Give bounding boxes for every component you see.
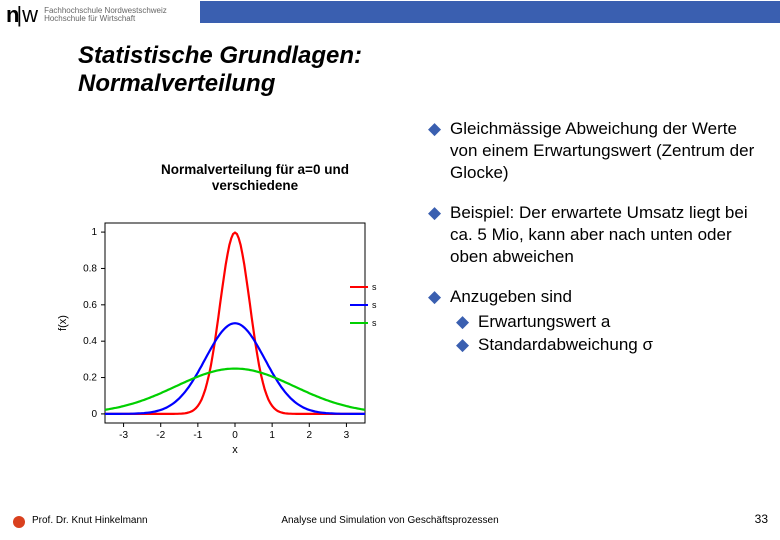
svg-text:2: 2 xyxy=(307,430,313,441)
sub-bullet-2-text: Standardabweichung σ xyxy=(478,333,653,356)
legend-item: s xyxy=(350,296,377,314)
svg-text:-3: -3 xyxy=(119,430,128,441)
bullet-2: ◆ Beispiel: Der erwartete Umsatz liegt b… xyxy=(428,202,760,268)
legend-item: s xyxy=(350,278,377,296)
logo-subtitle: Fachhochschule Nordwestschweiz Hochschul… xyxy=(44,7,167,24)
svg-text:1: 1 xyxy=(91,227,97,238)
svg-text:f(x): f(x) xyxy=(57,315,69,331)
bullet-2-text: Beispiel: Der erwartete Umsatz liegt bei… xyxy=(450,202,760,268)
bullet-3-body: Anzugeben sind ◆ Erwartungswert a ◆ Stan… xyxy=(450,286,653,356)
chart-legend: sss xyxy=(350,278,377,332)
svg-text:0.4: 0.4 xyxy=(83,336,97,347)
svg-text:0.8: 0.8 xyxy=(83,263,97,274)
sub-bullet-2: ◆ Standardabweichung σ xyxy=(456,333,653,356)
chart-plot: -3 -2 -1 0 1 2 3 0 0.2 0.4 0.6 0.8 1 x f(x) xyxy=(50,217,385,460)
header-bar xyxy=(200,1,780,23)
bullet-list: ◆ Gleichmässige Abweichung der Werte von… xyxy=(428,118,760,356)
bullet-1: ◆ Gleichmässige Abweichung der Werte von… xyxy=(428,118,760,184)
title-line1: Statistische Grundlagen: xyxy=(78,42,362,70)
sub-bullet-1: ◆ Erwartungswert a xyxy=(456,310,653,333)
svg-text:0: 0 xyxy=(232,430,238,441)
footer-page: 33 xyxy=(755,512,768,526)
logo-line2: Hochschule für Wirtschaft xyxy=(44,15,167,24)
logo: n |w Fachhochschule Nordwestschweiz Hoch… xyxy=(6,2,167,28)
svg-text:1: 1 xyxy=(269,430,275,441)
svg-text:0.2: 0.2 xyxy=(83,373,97,384)
footer: Prof. Dr. Knut Hinkelmann Analyse und Si… xyxy=(0,510,780,530)
chart-title-line2: verschiedene xyxy=(212,178,298,193)
diamond-icon: ◆ xyxy=(456,310,478,333)
diamond-icon: ◆ xyxy=(428,118,450,184)
sub-bullet-1-text: Erwartungswert a xyxy=(478,310,610,333)
chart-title-line1: Normalverteilung für a=0 und xyxy=(161,162,349,177)
sub-bullet-list: ◆ Erwartungswert a ◆ Standardabweichung … xyxy=(450,310,653,356)
bullet-3: ◆ Anzugeben sind ◆ Erwartungswert a ◆ St… xyxy=(428,286,760,356)
chart-area: Normalverteilung für a=0 und verschieden… xyxy=(50,162,430,452)
diamond-icon: ◆ xyxy=(428,202,450,268)
diamond-icon: ◆ xyxy=(456,333,478,356)
legend-item: s xyxy=(350,314,377,332)
header: n |w Fachhochschule Nordwestschweiz Hoch… xyxy=(0,0,780,28)
footer-center: Analyse und Simulation von Geschäftsproz… xyxy=(0,515,780,526)
svg-text:-1: -1 xyxy=(193,430,202,441)
svg-text:0: 0 xyxy=(91,409,97,420)
svg-text:-2: -2 xyxy=(156,430,165,441)
title-line2: Normalverteilung xyxy=(78,70,362,98)
chart-title: Normalverteilung für a=0 und verschieden… xyxy=(110,162,400,194)
diamond-icon: ◆ xyxy=(428,286,450,356)
svg-text:3: 3 xyxy=(344,430,350,441)
svg-text:0.6: 0.6 xyxy=(83,300,97,311)
svg-text:x: x xyxy=(232,444,238,455)
logo-w: |w xyxy=(16,2,38,28)
slide-title: Statistische Grundlagen: Normalverteilun… xyxy=(78,42,362,98)
bullet-1-text: Gleichmässige Abweichung der Werte von e… xyxy=(450,118,760,184)
bullet-3-text: Anzugeben sind xyxy=(450,287,572,306)
